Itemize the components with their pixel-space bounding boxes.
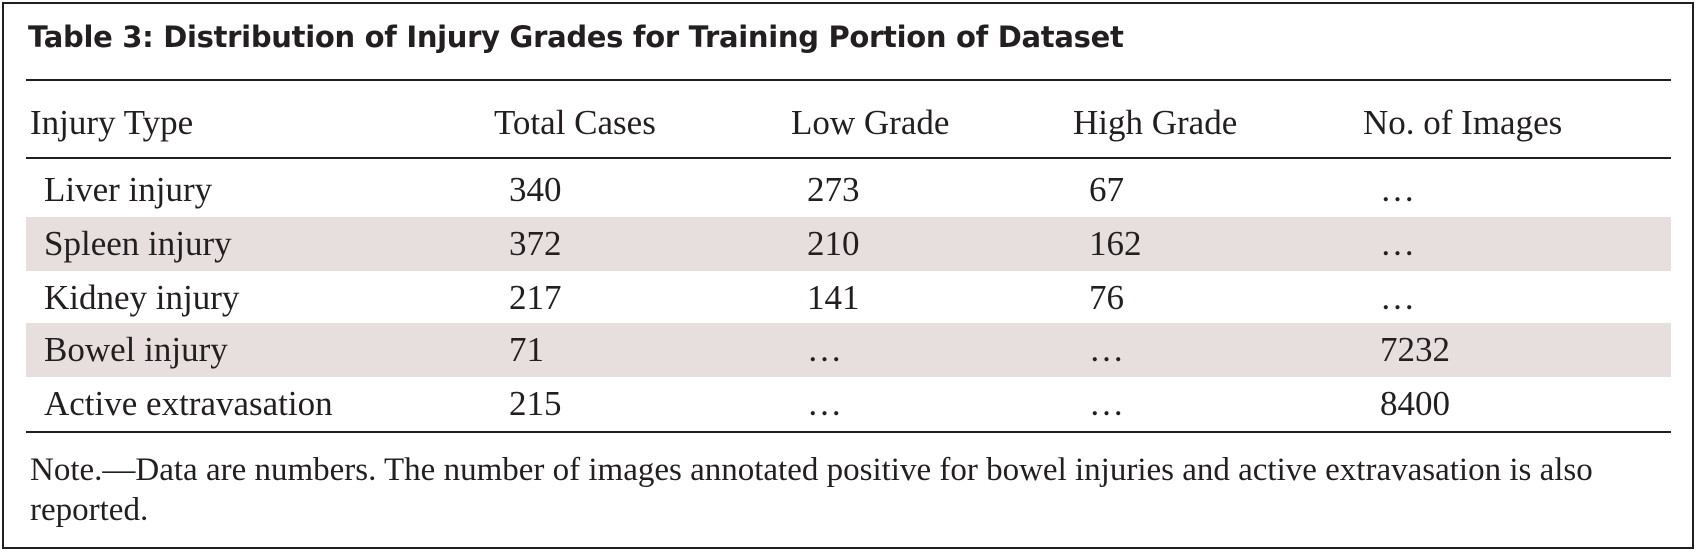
cell-injury-type: Liver injury — [44, 170, 213, 209]
cell-no-of-images: … — [1380, 224, 1415, 263]
table-row: Liver injury 340 273 67 … — [26, 163, 1671, 217]
cell-no-of-images: 8400 — [1380, 384, 1450, 423]
cell-injury-type: Active extravasation — [44, 384, 333, 423]
cell-total-cases: 217 — [509, 278, 562, 317]
header-injury-type: Injury Type — [30, 103, 194, 142]
cell-total-cases: 71 — [509, 330, 544, 369]
header-low-grade: Low Grade — [791, 103, 950, 142]
cell-high-grade: 67 — [1089, 170, 1124, 209]
table-row: Kidney injury 217 141 76 … — [26, 271, 1671, 325]
cell-total-cases: 340 — [509, 170, 562, 209]
table-row: Bowel injury 71 … … 7232 — [26, 323, 1671, 377]
table-row: Spleen injury 372 210 162 … — [26, 217, 1671, 271]
cell-low-grade: 273 — [807, 170, 860, 209]
table-row: Active extravasation 215 … … 8400 — [26, 377, 1671, 431]
top-rule — [26, 79, 1671, 81]
cell-low-grade: … — [807, 384, 842, 423]
cell-no-of-images: … — [1380, 278, 1415, 317]
header-rule — [26, 157, 1671, 159]
cell-injury-type: Kidney injury — [44, 278, 240, 317]
cell-low-grade: 210 — [807, 224, 860, 263]
cell-low-grade: 141 — [807, 278, 860, 317]
cell-high-grade: … — [1089, 384, 1124, 423]
cell-high-grade: 76 — [1089, 278, 1124, 317]
header-total-cases: Total Cases — [494, 103, 656, 142]
cell-injury-type: Spleen injury — [44, 224, 232, 263]
cell-no-of-images: … — [1380, 170, 1415, 209]
cell-high-grade: … — [1089, 330, 1124, 369]
cell-no-of-images: 7232 — [1380, 330, 1450, 369]
cell-injury-type: Bowel injury — [44, 330, 228, 369]
table-note: Note.—Data are numbers. The number of im… — [30, 452, 1593, 528]
cell-total-cases: 372 — [509, 224, 562, 263]
header-high-grade: High Grade — [1073, 103, 1238, 142]
cell-total-cases: 215 — [509, 384, 562, 423]
bottom-rule — [26, 431, 1671, 433]
header-no-of-images: No. of Images — [1363, 103, 1563, 142]
cell-high-grade: 162 — [1089, 224, 1142, 263]
table-title: Table 3: Distribution of Injury Grades f… — [28, 20, 1124, 54]
cell-low-grade: … — [807, 330, 842, 369]
